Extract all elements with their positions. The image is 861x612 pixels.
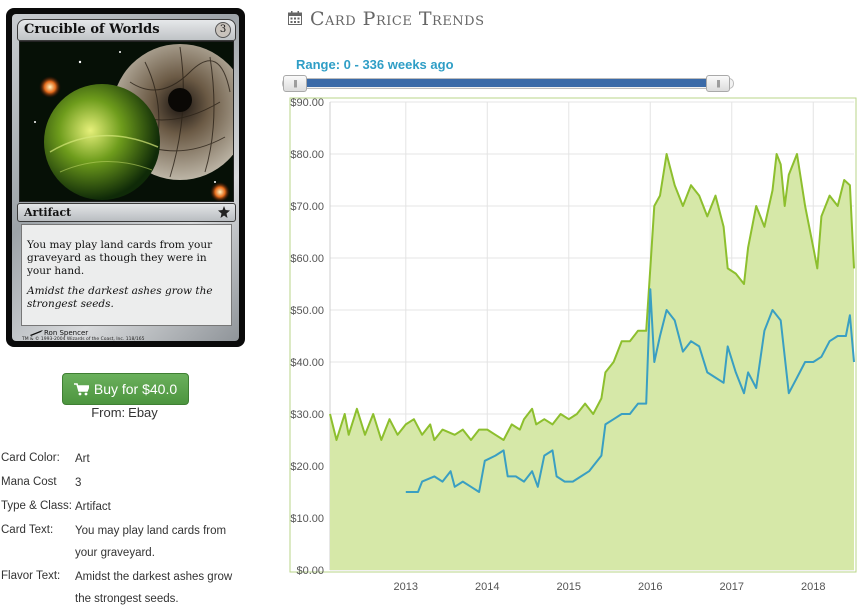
card-title-bar: Crucible of Worlds 3: [17, 19, 236, 41]
buy-source: From:Ebay: [62, 405, 187, 420]
price-chart-svg: $0.00 $10.00 $20.00 $30.00 $40.00 $50.00 $60.0…: [282, 96, 858, 604]
y-tick-label: $10.00: [290, 513, 324, 525]
detail-label: Card Text:: [1, 524, 53, 536]
price-chart: $0.00 $10.00 $20.00 $30.00 $40.00 $50.00 $60.0…: [282, 96, 858, 604]
detail-label: Mana Cost: [1, 476, 57, 488]
card-image: Crucible of Worlds 3: [6, 8, 245, 347]
buy-button[interactable]: Buy for $40.0: [62, 373, 189, 405]
detail-value: Amidst the darkest ashes grow the strong…: [75, 566, 250, 610]
buy-source-label: From:: [91, 405, 125, 420]
x-tick-label: 2017: [720, 581, 744, 593]
y-tick-label: $40.00: [290, 357, 324, 369]
buy-source-value: Ebay: [128, 405, 158, 420]
detail-row-flavor-text: Flavor Text: Amidst the darkest ashes gr…: [1, 566, 261, 612]
detail-row-card-color: Card Color: Art: [1, 448, 261, 472]
detail-value: Art: [75, 448, 255, 470]
card-type-bar: Artifact: [17, 203, 236, 222]
y-tick-label: $70.00: [290, 201, 324, 213]
y-tick-label: $0.00: [296, 565, 324, 577]
slider-handle-end[interactable]: |||: [706, 75, 730, 92]
card-copyright: TM & © 1993-2004 Wizards of the Coast, I…: [22, 337, 144, 342]
card-artwork: [19, 41, 234, 202]
card-flavor-text: Amidst the darkest ashes grow the strong…: [27, 285, 227, 311]
card-details: Card Color: Art Mana Cost 3 Type & Class…: [1, 448, 261, 612]
card-artist: Ron Spencer: [30, 329, 88, 337]
cart-icon: [74, 383, 89, 396]
slider-range-fill: [294, 79, 720, 87]
fifth-dawn-set-icon: [218, 206, 230, 218]
slider-handle-start[interactable]: |||: [283, 75, 307, 92]
card-text-box: You may play land cards from your gravey…: [21, 224, 232, 326]
range-label: Range: 0 - 336 weeks ago: [296, 57, 454, 72]
card-type: Artifact: [24, 206, 71, 219]
detail-value: Artifact: [75, 496, 255, 518]
y-tick-label: $30.00: [290, 409, 324, 421]
buy-button-label: Buy for $40.0: [94, 381, 177, 397]
detail-label: Flavor Text:: [1, 570, 60, 582]
price-trends-title: Card Price Trends: [310, 8, 485, 30]
price-trends-header: Card Price Trends: [288, 8, 485, 30]
paintbrush-icon: [30, 330, 44, 336]
detail-row-type-class: Type & Class: Artifact: [1, 496, 261, 520]
detail-value: 3: [75, 472, 255, 494]
x-tick-label: 2018: [801, 581, 825, 593]
detail-label: Type & Class:: [1, 500, 72, 512]
detail-row-card-text: Card Text: You may play land cards from …: [1, 520, 261, 566]
y-tick-label: $80.00: [290, 149, 324, 161]
x-tick-label: 2015: [557, 581, 581, 593]
card-rules-text: You may play land cards from your gravey…: [27, 239, 227, 278]
card-frame: Crucible of Worlds 3: [12, 14, 239, 341]
card-mana-cost: 3: [215, 22, 231, 38]
detail-value: You may play land cards from your gravey…: [75, 520, 245, 564]
y-tick-label: $60.00: [290, 253, 324, 265]
detail-row-mana-cost: Mana Cost 3: [1, 472, 261, 496]
y-tick-label: $20.00: [290, 461, 324, 473]
x-tick-label: 2016: [638, 581, 662, 593]
detail-label: Card Color:: [1, 452, 60, 464]
card-artist-name: Ron Spencer: [44, 329, 88, 337]
y-tick-label: $90.00: [290, 97, 324, 109]
range-slider[interactable]: ||| |||: [282, 75, 732, 91]
y-tick-label: $50.00: [290, 305, 324, 317]
card-name: Crucible of Worlds: [24, 22, 160, 37]
calendar-icon: [288, 11, 302, 25]
x-tick-label: 2014: [475, 581, 499, 593]
x-tick-label: 2013: [394, 581, 418, 593]
